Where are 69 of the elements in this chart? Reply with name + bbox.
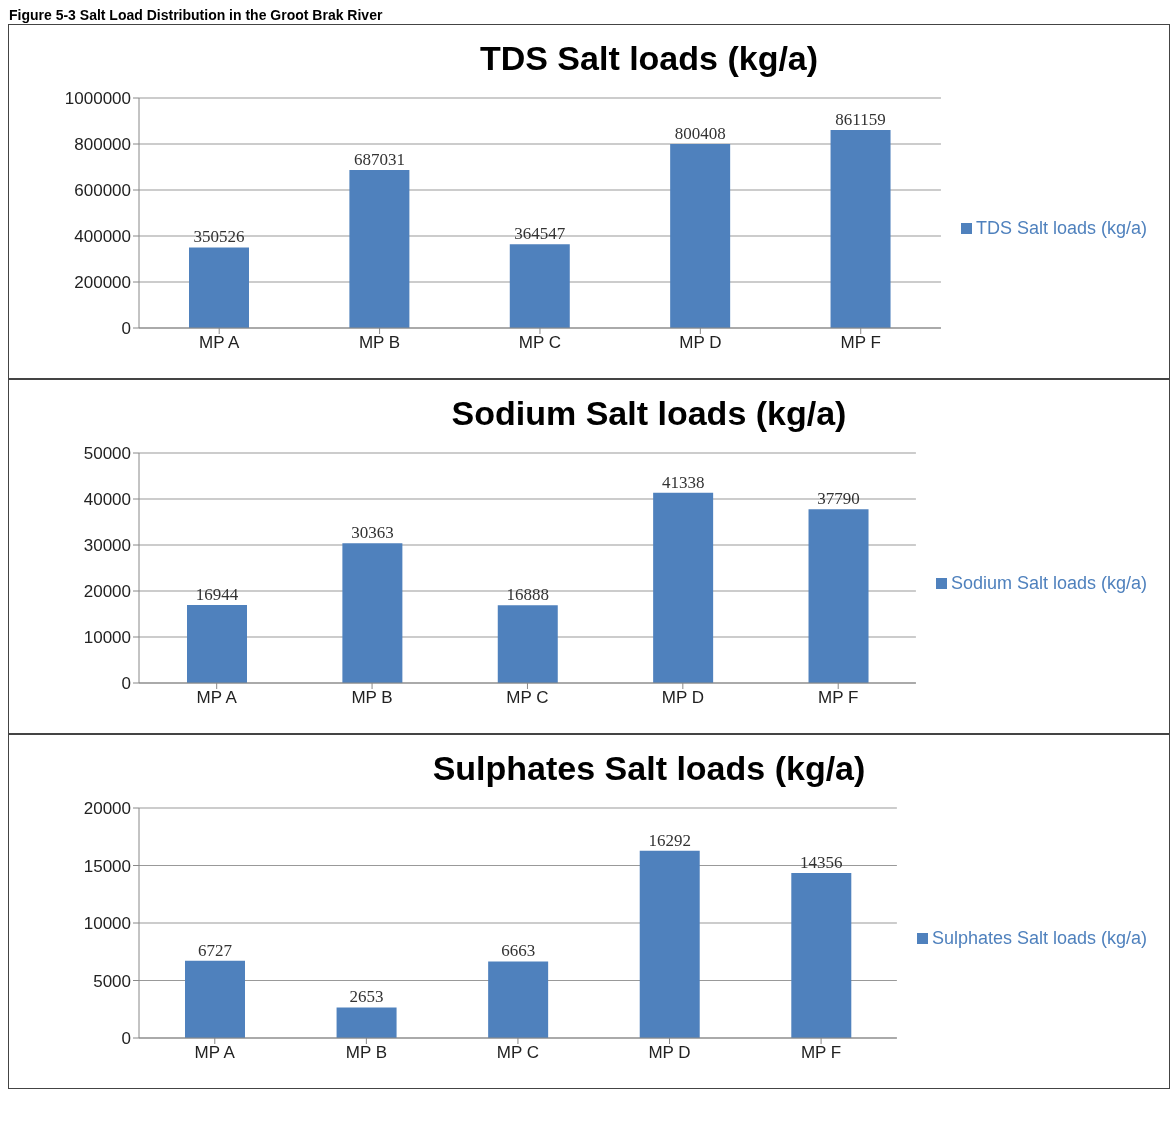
data-label: 6663: [501, 941, 536, 961]
x-tick-label: MP F: [818, 688, 859, 708]
data-label: 16888: [506, 585, 550, 605]
data-label: 687031: [353, 149, 405, 169]
bar: [653, 492, 714, 683]
data-label: 800408: [674, 123, 726, 143]
x-tick-label: MP F: [800, 1043, 842, 1063]
y-tick-label: 400000: [74, 227, 131, 247]
bar: [488, 961, 549, 1038]
y-tick-label: 0: [121, 1029, 131, 1049]
data-label: 16292: [648, 830, 691, 850]
x-tick-label: MP A: [199, 333, 241, 353]
y-tick-label: 1000000: [64, 89, 131, 109]
data-label: 6727: [198, 940, 233, 960]
chart-title: Sulphates Salt loads (kg/a): [431, 748, 867, 788]
data-label: 350526: [193, 227, 245, 247]
data-label: 37790: [817, 489, 860, 509]
x-tick-label: MP B: [345, 1043, 387, 1063]
y-tick-label: 30000: [83, 536, 131, 556]
bar: [830, 129, 891, 328]
bar: [342, 543, 403, 683]
data-label: 364547: [514, 224, 566, 244]
data-label: 41338: [661, 472, 705, 492]
x-tick-label: MP B: [351, 688, 393, 708]
y-tick-label: 0: [121, 319, 131, 339]
bar: [187, 605, 247, 683]
y-tick-label: 800000: [74, 135, 131, 155]
x-tick-label: MP A: [194, 1043, 236, 1063]
y-tick-label: 20000: [83, 799, 131, 819]
bar: [639, 850, 700, 1038]
x-tick-label: MP D: [661, 688, 704, 708]
x-tick-label: MP D: [648, 1043, 691, 1063]
x-tick-label: MP C: [496, 1043, 540, 1063]
bar: [349, 169, 410, 328]
x-tick-label: MP F: [840, 333, 881, 353]
x-tick-label: MP C: [518, 333, 562, 353]
bar: [497, 605, 558, 683]
y-tick-label: 15000: [83, 856, 131, 876]
y-tick-label: 10000: [83, 628, 131, 648]
y-tick-label: 50000: [83, 444, 131, 464]
bar: [808, 509, 869, 683]
bar: [189, 247, 249, 328]
legend-label: TDS Salt loads (kg/a): [975, 217, 1147, 238]
x-tick-label: MP D: [679, 333, 722, 353]
caption: Figure 5-3 Salt Load Distribution in the Groot Brak River: [9, 7, 383, 23]
y-tick-label: 200000: [74, 273, 131, 293]
bar: [791, 872, 852, 1038]
bar: [670, 143, 731, 328]
data-label: 861159: [835, 109, 886, 129]
data-label: 2653: [349, 987, 384, 1007]
data-label: 14356: [800, 852, 843, 872]
y-tick-label: 20000: [83, 582, 131, 602]
y-tick-label: 5000: [93, 971, 131, 991]
y-tick-label: 600000: [74, 181, 131, 201]
y-tick-label: 40000: [83, 490, 131, 510]
y-tick-label: 0: [121, 674, 131, 694]
y-tick-label: 10000: [83, 914, 131, 934]
chart-title: TDS Salt loads (kg/a): [478, 38, 820, 78]
x-tick-label: MP B: [358, 333, 401, 353]
data-label: 16944: [195, 585, 239, 605]
data-label: 30363: [351, 523, 394, 543]
bar: [336, 1007, 397, 1038]
chart-title: Sodium Salt loads (kg/a): [450, 393, 848, 433]
x-tick-label: MP C: [506, 688, 549, 708]
bar: [185, 960, 245, 1038]
bar: [509, 244, 570, 328]
x-tick-label: MP A: [196, 688, 238, 708]
legend-label: Sulphates Salt loads (kg/a): [931, 927, 1147, 948]
legend-label: Sodium Salt loads (kg/a): [950, 572, 1147, 593]
